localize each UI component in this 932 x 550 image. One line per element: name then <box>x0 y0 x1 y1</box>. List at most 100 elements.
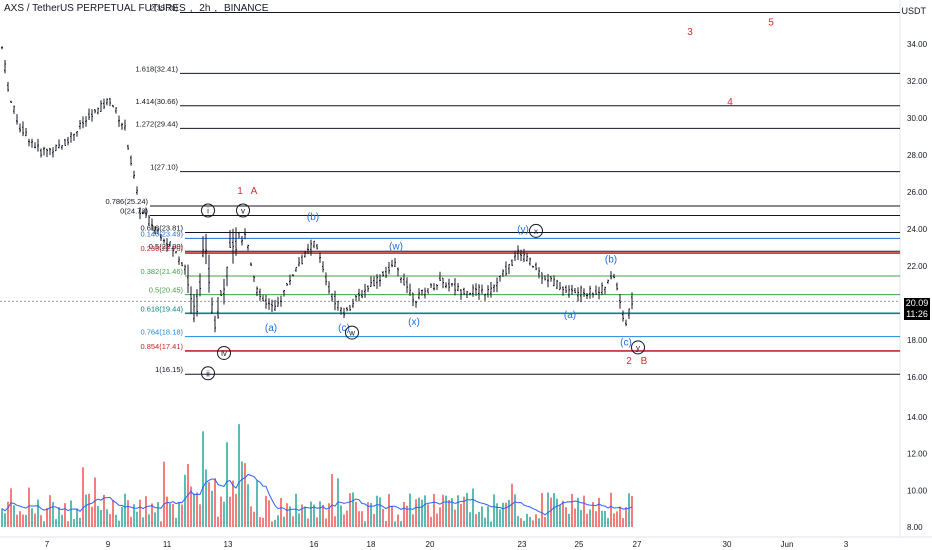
volume-bar <box>322 504 324 527</box>
fib-level-label: 1.414(30.66) <box>135 97 178 106</box>
volume-bar <box>169 503 171 527</box>
volume-bar <box>43 521 45 527</box>
volume-bar <box>1 508 3 527</box>
circled-wave-label: ii <box>206 369 210 378</box>
volume-bar <box>577 497 579 527</box>
volume-bar <box>607 518 609 527</box>
volume-bar <box>508 499 510 527</box>
volume-bar <box>529 516 531 527</box>
volume-bar <box>442 494 444 527</box>
fib-level-label: 0.786(25.24) <box>105 197 148 206</box>
volume-bar <box>613 513 615 527</box>
volume-bar <box>121 507 123 527</box>
volume-bar <box>313 504 315 527</box>
volume-bar <box>436 513 438 527</box>
volume-tick-label: 8.00 <box>907 523 923 532</box>
volume-bar <box>526 513 528 527</box>
circled-wave-label: x <box>534 227 538 236</box>
volume-bar <box>541 493 543 527</box>
volume-bar <box>286 503 288 527</box>
volume-bar <box>364 521 366 527</box>
volume-bar <box>445 495 447 527</box>
volume-bar <box>235 494 237 527</box>
interval: 2h <box>199 3 211 14</box>
fib-level-label: 0.146(23.49) <box>140 229 183 238</box>
volume-bar <box>304 506 306 527</box>
volume-bar <box>145 496 147 527</box>
volume-bar <box>319 501 321 527</box>
volume-bar <box>412 514 414 527</box>
volume-bar <box>214 478 216 527</box>
volume-bar <box>157 502 159 527</box>
volume-bar <box>292 516 294 527</box>
volume-bar <box>490 521 492 527</box>
axis-unit: USDT <box>901 6 927 16</box>
volume-bar <box>619 506 621 527</box>
volume-bar <box>475 514 477 527</box>
volume-bar <box>394 521 396 527</box>
volume-bar <box>46 508 48 527</box>
volume-bar <box>610 492 612 527</box>
volume-bar <box>349 493 351 527</box>
wave-label: (w) <box>389 241 403 252</box>
volume-bar <box>280 497 282 527</box>
volume-bar <box>130 516 132 527</box>
volume-bar <box>52 502 54 527</box>
volume-bar <box>376 495 378 527</box>
wave-label: (c) <box>620 338 632 349</box>
volume-bar <box>418 497 420 527</box>
volume-bar <box>595 511 597 527</box>
volume-bar <box>502 502 504 527</box>
volume-bar <box>142 517 144 527</box>
volume-bar <box>400 521 402 527</box>
volume-bar <box>604 511 606 527</box>
wave-label: (b) <box>605 254 617 265</box>
volume-bar <box>166 496 168 527</box>
volume-bar <box>427 504 429 527</box>
volume-bar <box>370 503 372 527</box>
volume-bar <box>520 518 522 527</box>
volume-bar <box>244 463 246 527</box>
circled-wave-label: y <box>636 343 640 352</box>
volume-bar <box>127 500 129 527</box>
volume-bar <box>343 514 345 527</box>
circled-wave-label: v <box>241 207 245 216</box>
volume-bar <box>109 514 111 527</box>
volume-bar <box>550 497 552 527</box>
volume-bar <box>151 503 153 527</box>
volume-bar <box>409 493 411 527</box>
volume-bar <box>499 509 501 527</box>
wave-circle-marker <box>631 340 645 355</box>
volume-bar <box>382 509 384 527</box>
price-tick-label: 26.00 <box>907 188 928 197</box>
wave-label: (c) <box>338 323 350 334</box>
volume-bar <box>199 504 201 527</box>
time-tick-label: 18 <box>367 540 376 549</box>
volume-bar <box>91 506 93 527</box>
volume-bar <box>28 487 30 527</box>
volume-bar <box>70 500 72 527</box>
volume-bar <box>163 461 165 527</box>
volume-bar <box>268 500 270 527</box>
volume-bar <box>259 517 261 527</box>
volume-bar <box>631 495 633 527</box>
volume-bar <box>538 518 540 527</box>
volume-bar <box>556 498 558 527</box>
volume-bar <box>325 518 327 527</box>
volume-bar <box>106 509 108 527</box>
volume-bar <box>139 499 141 527</box>
volume-bar <box>97 506 99 527</box>
volume-bar <box>328 503 330 527</box>
volume-bar <box>454 509 456 527</box>
fib-level-label: 1.272(29.44) <box>135 119 178 128</box>
volume-bar <box>316 517 318 527</box>
volume-bar <box>172 504 174 527</box>
volume-bar <box>37 499 39 527</box>
volume-bar <box>100 510 102 527</box>
volume-bar <box>265 495 267 527</box>
time-tick-label: 20 <box>426 540 435 549</box>
volume-bar <box>523 520 525 527</box>
price-tick-label: 32.00 <box>907 77 928 86</box>
volume-bar <box>460 504 462 527</box>
